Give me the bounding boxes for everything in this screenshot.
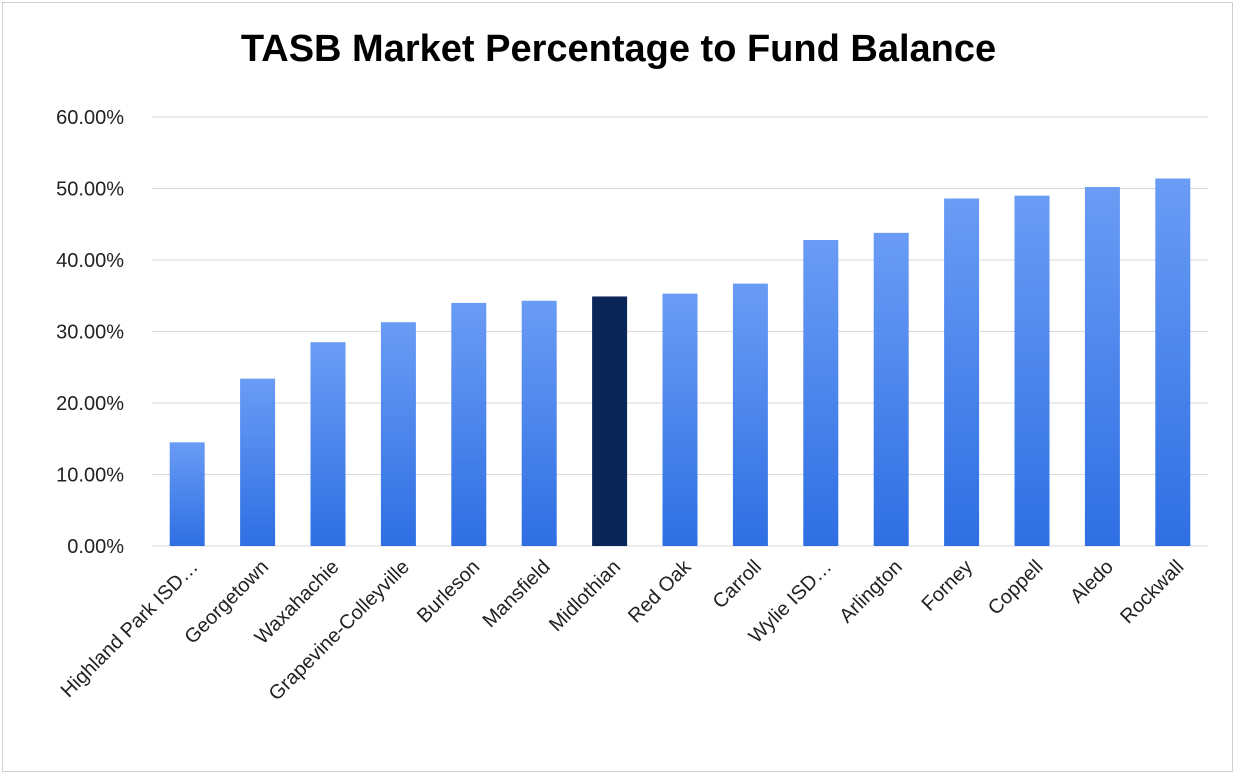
x-tick-label: Coppell <box>984 556 1048 620</box>
bar-burleson <box>451 302 487 546</box>
bar-highland-park-isd <box>169 442 205 546</box>
bar-arlington <box>873 232 909 546</box>
bar-coppell <box>1014 195 1050 546</box>
bar-midlothian <box>592 296 628 546</box>
y-tick-label: 60.00% <box>56 107 124 129</box>
bar-wylie-isd <box>803 239 839 547</box>
bar-red-oak <box>662 293 698 546</box>
x-tick-label: Rockwall <box>1116 556 1188 628</box>
bar-georgetown <box>240 378 276 546</box>
bar-rockwall <box>1155 178 1191 547</box>
bar-forney <box>944 198 980 546</box>
x-tick-label: Highland Park ISD… <box>57 556 203 702</box>
y-tick-label: 20.00% <box>56 393 124 415</box>
bar-aledo <box>1084 187 1120 546</box>
x-tick-label: Red Oak <box>624 555 696 627</box>
bar-mansfield <box>521 300 557 546</box>
bar-waxahachie <box>310 342 346 546</box>
bar-carroll <box>732 283 768 546</box>
y-tick-label: 30.00% <box>56 322 124 344</box>
x-tick-label: Grapevine-Colleyville <box>265 556 414 705</box>
y-tick-label: 40.00% <box>56 250 124 272</box>
x-tick-label: Forney <box>918 556 978 616</box>
bars <box>169 178 1191 547</box>
x-tick-label: Mansfield <box>479 556 555 632</box>
x-tick-label: Aledo <box>1066 556 1118 608</box>
y-axis-ticks: 0.00% 10.00% 20.00% 30.00% 40.00% 50.00% 60.00… <box>56 107 124 558</box>
y-tick-label: 0.00% <box>67 536 124 558</box>
bar-grapevine-colleyville <box>380 322 416 546</box>
chart-title: TASB Market Percentage to Fund Balance <box>240 28 997 70</box>
x-tick-label: Arlington <box>835 556 906 627</box>
y-tick-label: 10.00% <box>56 465 124 487</box>
x-tick-label: Burleson <box>413 556 484 627</box>
x-tick-label: Carroll <box>709 556 766 613</box>
y-tick-label: 50.00% <box>56 179 124 201</box>
x-axis-labels: Highland Park ISD…GeorgetownWaxahachieGr… <box>57 555 1189 705</box>
x-tick-label: Midlothian <box>545 556 625 636</box>
